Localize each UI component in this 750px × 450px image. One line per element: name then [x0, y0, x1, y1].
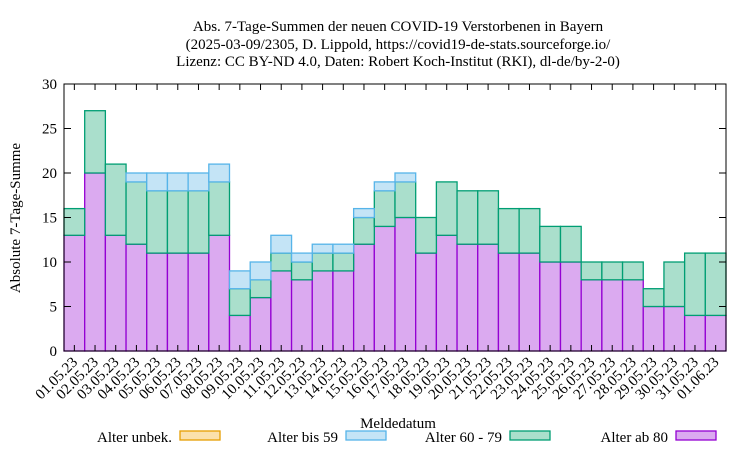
bar-alter-60-79-06.05.23: [166, 190, 189, 254]
bar-alter-ab-80-25.05.23: [559, 261, 582, 352]
bar-alter-ab-80-02.05.23: [84, 172, 107, 352]
chart-title: Abs. 7-Tage-Summen der neuen COVID-19 Ve…: [193, 19, 604, 35]
bar-alter-bis-59-10.05.23: [249, 261, 272, 281]
legend-swatch-alter-bis-59: [345, 430, 387, 441]
bar-alter-60-79-10.05.23: [249, 279, 272, 299]
bar-alter-60-79-20.05.23: [456, 190, 479, 245]
bar-alter-ab-80-16.05.23: [373, 225, 396, 352]
bar-alter-60-79-08.05.23: [208, 181, 231, 236]
bar-alter-60-79-27.05.23: [601, 261, 624, 281]
bar-alter-ab-80-27.05.23: [601, 279, 624, 352]
bar-alter-60-79-28.05.23: [621, 261, 644, 281]
y-tick-label: 30: [42, 77, 57, 93]
y-tick-label: 20: [42, 166, 57, 182]
bar-alter-60-79-24.05.23: [539, 225, 562, 263]
bar-alter-60-79-29.05.23: [642, 288, 665, 308]
bar-alter-60-79-19.05.23: [435, 181, 458, 236]
legend-swatch-alter-60-79: [509, 430, 551, 441]
bar-alter-bis-59-14.05.23: [332, 243, 355, 254]
bar-alter-60-79-21.05.23: [477, 190, 500, 245]
bar-alter-bis-59-11.05.23: [270, 234, 293, 254]
bar-alter-ab-80-10.05.23: [249, 296, 272, 352]
bar-alter-ab-80-15.05.23: [352, 243, 375, 352]
bar-alter-60-79-18.05.23: [415, 216, 438, 254]
bar-alter-ab-80-18.05.23: [415, 252, 438, 352]
bar-alter-60-79-17.05.23: [394, 181, 417, 219]
bar-alter-60-79-22.05.23: [497, 207, 520, 254]
bar-alter-ab-80-07.05.23: [187, 252, 210, 352]
bar-alter-ab-80-01.05.23: [63, 234, 86, 352]
bar-alter-bis-59-07.05.23: [187, 172, 210, 192]
bar-alter-60-79-04.05.23: [125, 181, 148, 245]
bar-alter-60-79-14.05.23: [332, 252, 355, 272]
legend-label-alter-unbek: Alter unbek.: [97, 430, 172, 446]
bar-alter-bis-59-13.05.23: [311, 243, 334, 254]
y-tick-label: 10: [42, 255, 57, 271]
bar-alter-ab-80-12.05.23: [290, 279, 313, 352]
bar-alter-bis-59-08.05.23: [208, 163, 231, 183]
bar-alter-60-79-11.05.23: [270, 252, 293, 272]
bar-alter-bis-59-06.05.23: [166, 172, 189, 192]
bar-alter-bis-59-12.05.23: [290, 252, 313, 263]
bar-alter-60-79-05.05.23: [146, 190, 169, 254]
legend-label-alter-ab-80: Alter ab 80: [601, 430, 668, 446]
bar-alter-60-79-12.05.23: [290, 261, 313, 281]
bar-alter-60-79-31.05.23: [683, 252, 706, 317]
y-tick-label: 5: [50, 300, 58, 316]
bar-alter-bis-59-09.05.23: [228, 270, 251, 290]
bar-alter-ab-80-30.05.23: [663, 305, 686, 352]
bar-alter-60-79-07.05.23: [187, 190, 210, 254]
bar-alter-60-79-02.05.23: [84, 110, 107, 174]
bar-alter-ab-80-29.05.23: [642, 305, 665, 352]
bar-alter-bis-59-16.05.23: [373, 181, 396, 192]
bar-alter-ab-80-13.05.23: [311, 270, 334, 352]
bar-alter-ab-80-04.05.23: [125, 243, 148, 352]
legend-swatch-alter-ab-80: [675, 430, 717, 441]
bar-alter-ab-80-05.05.23: [146, 252, 169, 352]
legend-label-alter-60-79: Alter 60 - 79: [425, 430, 502, 446]
legend-label-alter-bis-59: Alter bis 59: [267, 430, 338, 446]
bar-alter-60-79-13.05.23: [311, 252, 334, 272]
bar-alter-ab-80-11.05.23: [270, 270, 293, 352]
y-tick-label: 25: [42, 122, 57, 138]
bar-alter-ab-80-26.05.23: [580, 279, 603, 352]
bar-alter-ab-80-08.05.23: [208, 234, 231, 352]
bar-alter-60-79-01.05.23: [63, 207, 86, 236]
bar-alter-60-79-09.05.23: [228, 288, 251, 317]
x-axis-label: Meldedatum: [360, 416, 436, 432]
bar-alter-ab-80-20.05.23: [456, 243, 479, 352]
chart-subtitle: (2025-03-09/2305, D. Lippold, https://co…: [186, 37, 611, 53]
bar-alter-bis-59-17.05.23: [394, 172, 417, 183]
legend-swatch-alter-unbek: [179, 430, 221, 441]
bar-alter-ab-80-24.05.23: [539, 261, 562, 352]
bar-alter-60-79-16.05.23: [373, 190, 396, 228]
bar-alter-ab-80-17.05.23: [394, 216, 417, 352]
bar-alter-ab-80-21.05.23: [477, 243, 500, 352]
bar-alter-bis-59-04.05.23: [125, 172, 148, 183]
bar-alter-ab-80-06.05.23: [166, 252, 189, 352]
bar-alter-60-79-15.05.23: [352, 216, 375, 245]
y-tick-label: 0: [50, 344, 58, 360]
bar-alter-ab-80-28.05.23: [621, 279, 644, 352]
bar-alter-60-79-26.05.23: [580, 261, 603, 281]
bar-alter-bis-59-05.05.23: [146, 172, 169, 192]
chart-license: Lizenz: CC BY-ND 4.0, Daten: Robert Koch…: [176, 54, 620, 70]
bar-alter-60-79-03.05.23: [104, 163, 127, 236]
y-tick-label: 15: [42, 211, 57, 227]
bar-alter-bis-59-15.05.23: [352, 207, 375, 219]
bar-alter-ab-80-14.05.23: [332, 270, 355, 352]
bar-alter-ab-80-22.05.23: [497, 252, 520, 352]
bar-alter-60-79-23.05.23: [518, 207, 541, 254]
bar-alter-60-79-30.05.23: [663, 261, 686, 308]
bar-alter-ab-80-19.05.23: [435, 234, 458, 352]
y-axis-label: Absolute 7-Tage-Summe: [8, 143, 24, 294]
bar-alter-60-79-25.05.23: [559, 225, 582, 263]
bar-alter-ab-80-03.05.23: [104, 234, 127, 352]
bar-alter-ab-80-23.05.23: [518, 252, 541, 352]
